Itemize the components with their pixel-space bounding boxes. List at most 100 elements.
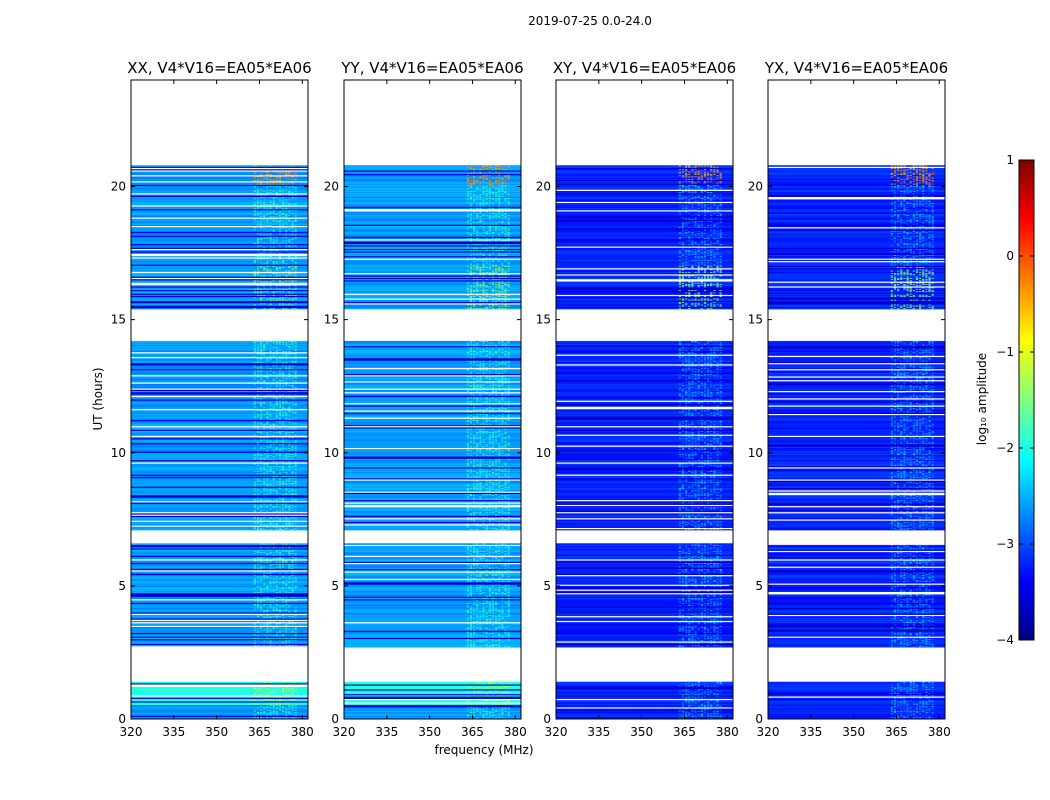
rfi-channel xyxy=(485,266,488,268)
rfi-channel xyxy=(498,486,501,488)
rfi-channel xyxy=(260,561,263,563)
spectrum-row xyxy=(344,526,521,528)
data-segment xyxy=(131,340,308,531)
spectrum-row xyxy=(344,273,521,276)
spectrum-row xyxy=(344,615,521,618)
rfi-channel xyxy=(272,431,275,434)
rfi-channel xyxy=(288,711,291,713)
rfi-channel xyxy=(491,463,495,465)
spectrum-row xyxy=(131,571,308,573)
rfi-channel xyxy=(498,590,501,592)
rfi-channel xyxy=(263,516,266,518)
rfi-channel xyxy=(278,177,282,179)
rfi-channel xyxy=(485,437,488,440)
rfi-channel xyxy=(482,453,485,455)
rfi-channel xyxy=(482,700,485,703)
rfi-channel xyxy=(266,441,269,443)
rfi-channel xyxy=(256,563,260,566)
spectrum-row xyxy=(131,568,308,571)
rfi-channel xyxy=(485,546,488,549)
rfi-channel xyxy=(260,194,263,196)
rfi-channel xyxy=(479,613,482,615)
rfi-channel xyxy=(278,705,282,707)
rfi-channel xyxy=(260,709,263,711)
rfi-channel xyxy=(266,630,269,632)
rfi-channel xyxy=(253,624,256,626)
rfi-channel xyxy=(269,604,272,607)
spectrum-row xyxy=(344,301,521,304)
rfi-channel xyxy=(263,284,266,287)
rfi-channel xyxy=(285,497,288,499)
rfi-channel xyxy=(282,223,285,225)
rfi-channel xyxy=(473,289,476,291)
rfi-channel xyxy=(479,584,482,586)
spectrum-row xyxy=(344,417,521,419)
rfi-channel xyxy=(498,399,501,401)
rfi-channel xyxy=(278,709,282,711)
spectrum-row xyxy=(344,449,521,452)
rfi-channel xyxy=(285,284,288,287)
rfi-channel xyxy=(498,716,501,718)
rfi-channel xyxy=(282,422,285,424)
rfi-channel xyxy=(488,442,491,444)
spectrum-row xyxy=(131,636,308,638)
rfi-channel xyxy=(498,635,501,637)
rfi-channel xyxy=(291,561,294,563)
rfi-channel xyxy=(285,417,288,419)
rfi-channel xyxy=(501,712,504,715)
rfi-channel xyxy=(269,710,272,712)
rfi-channel xyxy=(504,436,507,438)
rfi-channel xyxy=(288,346,291,349)
rfi-channel xyxy=(479,429,482,431)
rfi-channel xyxy=(253,177,256,179)
rfi-channel xyxy=(495,635,498,637)
rfi-channel xyxy=(294,596,297,598)
rfi-channel xyxy=(491,473,495,475)
rfi-channel xyxy=(495,351,498,354)
rfi-channel xyxy=(491,282,495,284)
rfi-channel xyxy=(288,407,291,409)
rfi-channel xyxy=(485,612,488,614)
rfi-channel xyxy=(507,612,510,614)
rfi-channel xyxy=(266,267,269,270)
spectrum-row xyxy=(131,552,308,555)
rfi-channel xyxy=(260,480,263,482)
rfi-channel xyxy=(266,383,269,385)
rfi-channel xyxy=(491,442,495,444)
rfi-channel xyxy=(282,355,285,357)
rfi-channel xyxy=(488,441,491,443)
rfi-channel xyxy=(275,642,278,644)
spectrum-row xyxy=(131,408,308,411)
rfi-channel xyxy=(272,567,275,569)
rfi-channel xyxy=(495,639,498,642)
rfi-channel xyxy=(466,344,469,346)
rfi-channel xyxy=(256,183,260,185)
spectrum-row xyxy=(344,363,521,366)
rfi-channel xyxy=(266,244,269,247)
x-axis-label: frequency (MHz) xyxy=(434,743,534,757)
rfi-channel xyxy=(488,344,491,346)
rfi-channel xyxy=(256,519,260,521)
rfi-channel xyxy=(253,377,256,379)
rfi-channel xyxy=(291,390,294,392)
rfi-channel xyxy=(507,346,510,349)
rfi-channel xyxy=(501,422,504,424)
rfi-channel xyxy=(469,626,473,628)
spectrum-row xyxy=(131,412,308,415)
rfi-channel xyxy=(260,698,263,700)
rfi-channel xyxy=(291,704,294,706)
rfi-channel xyxy=(282,307,285,309)
rfi-channel xyxy=(275,424,278,426)
spectrum-row xyxy=(131,641,308,643)
spectrum-row xyxy=(131,515,308,518)
rfi-channel xyxy=(507,453,510,455)
rfi-channel xyxy=(294,463,297,465)
rfi-channel xyxy=(285,505,288,507)
rfi-channel xyxy=(485,473,488,475)
rfi-channel xyxy=(275,616,278,619)
rfi-channel xyxy=(491,643,495,645)
rfi-channel xyxy=(488,376,491,378)
rfi-channel xyxy=(466,462,469,464)
rfi-channel xyxy=(504,344,507,346)
rfi-channel xyxy=(285,172,288,174)
